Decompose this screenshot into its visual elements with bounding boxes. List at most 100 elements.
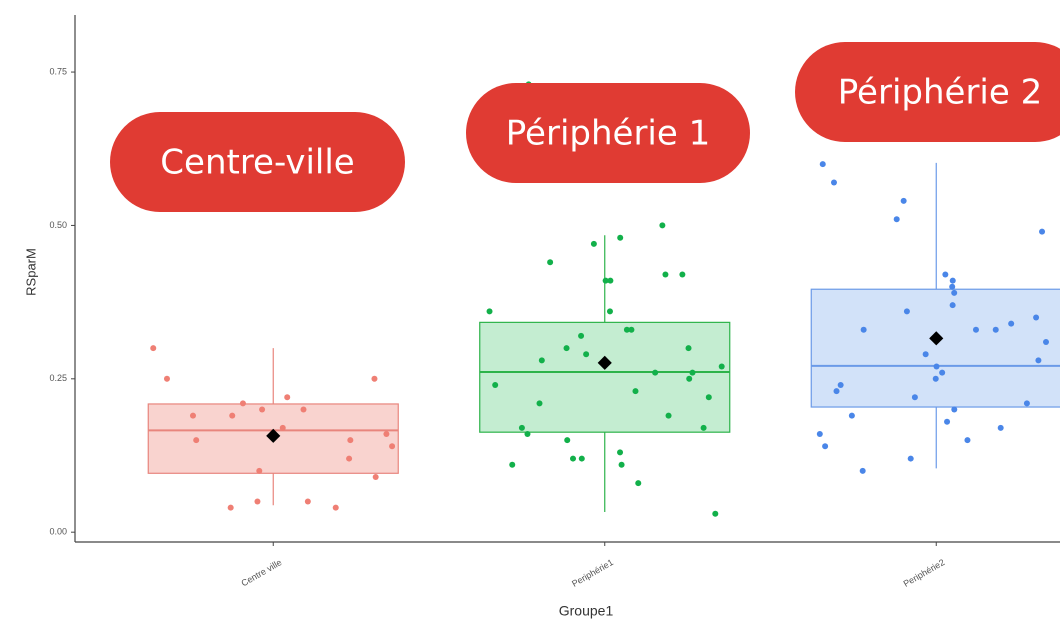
point (949, 302, 956, 309)
point (665, 412, 672, 419)
point (900, 197, 907, 204)
point (279, 424, 286, 431)
box (810, 288, 1060, 408)
point (617, 449, 624, 456)
point (300, 406, 307, 413)
point (689, 369, 696, 376)
point (949, 277, 956, 284)
point (833, 388, 840, 395)
point (942, 271, 949, 278)
annotation-text: Centre-ville (160, 143, 354, 183)
point (662, 271, 669, 278)
point (972, 326, 979, 333)
point (705, 394, 712, 401)
point (939, 369, 946, 376)
y-tick-label: 0.50 (49, 220, 67, 230)
point (563, 345, 570, 352)
point (911, 394, 918, 401)
point (951, 406, 958, 413)
point (822, 443, 829, 450)
point (583, 351, 590, 358)
point (150, 345, 157, 352)
point (332, 504, 339, 511)
point (492, 381, 499, 388)
x-tick-label: Centre ville (239, 557, 283, 588)
point (635, 480, 642, 487)
point (830, 179, 837, 186)
point (617, 234, 624, 241)
point (189, 412, 196, 419)
point (1033, 314, 1040, 321)
y-tick-label: 0.25 (49, 373, 67, 383)
point (607, 277, 614, 284)
point (964, 437, 971, 444)
point (686, 375, 693, 382)
point (590, 240, 597, 247)
point (254, 498, 261, 505)
point (932, 375, 939, 382)
x-tick-label: Periphérie1 (570, 557, 615, 589)
point (347, 437, 354, 444)
point (997, 424, 1004, 431)
point (922, 351, 929, 358)
point (284, 394, 291, 401)
point (685, 345, 692, 352)
mean (266, 428, 281, 443)
point (239, 400, 246, 407)
point (903, 308, 910, 315)
point (578, 455, 585, 462)
point (193, 437, 200, 444)
point (1035, 357, 1042, 364)
x-axis-title: Groupe1 (559, 603, 614, 619)
point (907, 455, 914, 462)
point (564, 437, 571, 444)
point (632, 388, 639, 395)
y-axis-title: RSparM (23, 248, 38, 296)
point (859, 467, 866, 474)
point (712, 510, 719, 517)
point (346, 455, 353, 462)
point (518, 424, 525, 431)
point (538, 357, 545, 364)
point (578, 332, 585, 339)
point (618, 461, 625, 468)
point (1023, 400, 1030, 407)
point (718, 363, 725, 370)
point (623, 326, 630, 333)
point (509, 461, 516, 468)
point (933, 363, 940, 370)
point (606, 308, 613, 315)
point (229, 412, 236, 419)
point (949, 283, 956, 290)
mean (929, 331, 944, 346)
point (570, 455, 577, 462)
point (389, 443, 396, 450)
point (1039, 228, 1046, 235)
y-tick-label: 0.00 (49, 527, 67, 537)
annotation-pill (110, 112, 405, 212)
point (628, 326, 635, 333)
point (1042, 338, 1049, 345)
point (848, 412, 855, 419)
point (602, 277, 609, 284)
box (479, 321, 731, 433)
y-tick-label: 0.75 (49, 66, 67, 76)
annotation-text: Périphérie 2 (838, 73, 1042, 113)
point (524, 431, 531, 438)
point (547, 259, 554, 266)
point (819, 161, 826, 168)
mean (597, 355, 612, 370)
annotation-pill (795, 42, 1060, 142)
point (860, 326, 867, 333)
point (837, 381, 844, 388)
point (163, 375, 170, 382)
point (486, 308, 493, 315)
point (304, 498, 311, 505)
annotation-text: Périphérie 1 (506, 114, 710, 154)
point (679, 271, 686, 278)
point (227, 504, 234, 511)
point (259, 406, 266, 413)
point (816, 431, 823, 438)
point (700, 424, 707, 431)
point (1008, 320, 1015, 327)
